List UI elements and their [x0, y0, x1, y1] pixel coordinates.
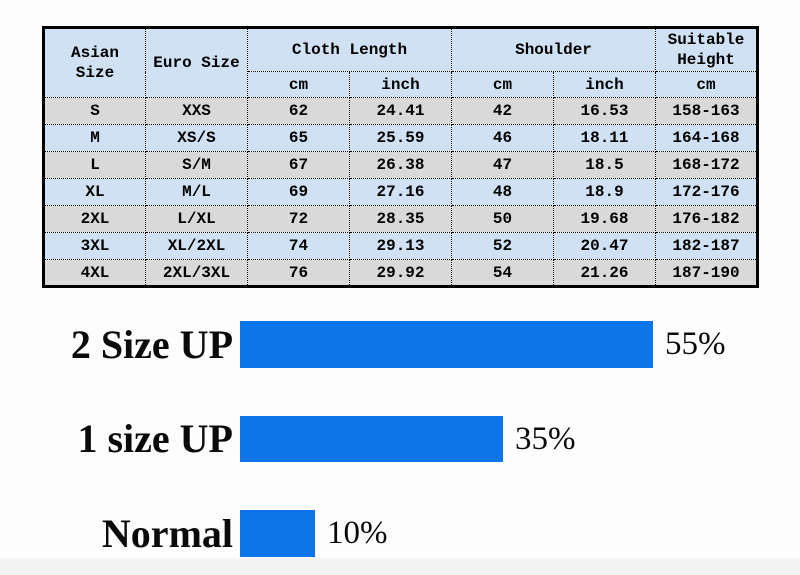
table-cell: 4XL	[43, 259, 146, 287]
table-cell: 176-182	[655, 205, 758, 233]
table-row: 2XL L/XL 72 28.35 50 19.68 176-182	[43, 205, 758, 233]
col-header-asian-size: Asian Size	[43, 27, 146, 98]
bar-row-1-size-up: 1 size UP 35%	[40, 416, 576, 462]
table-row: M XS/S 65 25.59 46 18.11 164-168	[43, 124, 758, 152]
bottom-strip	[0, 558, 800, 575]
bar-row-normal: Normal 10%	[40, 510, 388, 557]
table-cell: 25.59	[349, 124, 452, 152]
table-cell: 27.16	[349, 178, 452, 206]
table-cell: 76	[247, 259, 350, 287]
table-cell: 67	[247, 151, 350, 179]
table-cell: 28.35	[349, 205, 452, 233]
table-cell: 69	[247, 178, 350, 206]
table-header-row: Asian Size Euro Size Cloth Length Should…	[43, 27, 758, 98]
table-cell: XXS	[145, 97, 248, 125]
table-cell: S/M	[145, 151, 248, 179]
table-cell: 20.47	[553, 232, 656, 260]
table-cell: 52	[451, 232, 554, 260]
table-cell: 2XL/3XL	[145, 259, 248, 287]
bar-value-label: 55%	[665, 326, 726, 362]
table-cell: XL/2XL	[145, 232, 248, 260]
table-cell: 182-187	[655, 232, 758, 260]
table-cell: 74	[247, 232, 350, 260]
table-cell: 18.5	[553, 151, 656, 179]
table-cell: 19.68	[553, 205, 656, 233]
table-cell: 16.53	[553, 97, 656, 125]
table-cell: 24.41	[349, 97, 452, 125]
table-cell: L	[43, 151, 146, 179]
table-cell: 18.9	[553, 178, 656, 206]
subheader-shoulder-inch: inch	[553, 71, 656, 98]
bar-row-2-size-up: 2 Size UP 55%	[40, 321, 726, 368]
bar-label: 1 size UP	[77, 416, 233, 461]
table-cell: 42	[451, 97, 554, 125]
bar-2-size-up	[240, 321, 653, 368]
table-cell: 3XL	[43, 232, 146, 260]
table-cell: XL	[43, 178, 146, 206]
table-cell: 158-163	[655, 97, 758, 125]
table-cell: 172-176	[655, 178, 758, 206]
table-cell: 72	[247, 205, 350, 233]
table-cell: 46	[451, 124, 554, 152]
table-cell: 47	[451, 151, 554, 179]
table-cell: S	[43, 97, 146, 125]
table-cell: 187-190	[655, 259, 758, 287]
subheader-shoulder-cm: cm	[451, 71, 554, 98]
table-cell: L/XL	[145, 205, 248, 233]
bar-label: Normal	[101, 510, 233, 556]
bar-label: 2 Size UP	[70, 321, 233, 367]
table-row: S XXS 62 24.41 42 16.53 158-163	[43, 97, 758, 125]
table-cell: 54	[451, 259, 554, 287]
table-cell: M/L	[145, 178, 248, 206]
table-cell: 168-172	[655, 151, 758, 179]
subheader-cloth-inch: inch	[349, 71, 452, 98]
table-row: 3XL XL/2XL 74 29.13 52 20.47 182-187	[43, 232, 758, 260]
subheader-cloth-cm: cm	[247, 71, 350, 98]
table-cell: M	[43, 124, 146, 152]
table-cell: 2XL	[43, 205, 146, 233]
subheader-height-cm: cm	[655, 71, 758, 98]
size-table: Asian Size Euro Size Cloth Length Should…	[42, 26, 759, 288]
table-cell: 18.11	[553, 124, 656, 152]
bar-normal	[240, 510, 315, 557]
col-header-euro-size: Euro Size	[145, 27, 248, 98]
col-header-suitable-height: Suitable Height	[655, 27, 758, 72]
table-cell: 65	[247, 124, 350, 152]
bar-value-label: 10%	[327, 515, 388, 551]
table-cell: 29.92	[349, 259, 452, 287]
col-header-shoulder: Shoulder	[451, 27, 656, 72]
table-cell: 29.13	[349, 232, 452, 260]
table-cell: 48	[451, 178, 554, 206]
table-cell: 26.38	[349, 151, 452, 179]
table-cell: 21.26	[553, 259, 656, 287]
col-header-cloth-length: Cloth Length	[247, 27, 452, 72]
table-row: L S/M 67 26.38 47 18.5 168-172	[43, 151, 758, 179]
table-cell: 62	[247, 97, 350, 125]
bar-1-size-up	[240, 416, 503, 462]
table-row: XL M/L 69 27.16 48 18.9 172-176	[43, 178, 758, 206]
table-subheader-row: cm inch cm inch cm	[44, 71, 758, 98]
table-cell: XS/S	[145, 124, 248, 152]
table-cell: 164-168	[655, 124, 758, 152]
table-row: 4XL 2XL/3XL 76 29.92 54 21.26 187-190	[43, 259, 758, 287]
bar-value-label: 35%	[515, 420, 576, 457]
table-cell: 50	[451, 205, 554, 233]
